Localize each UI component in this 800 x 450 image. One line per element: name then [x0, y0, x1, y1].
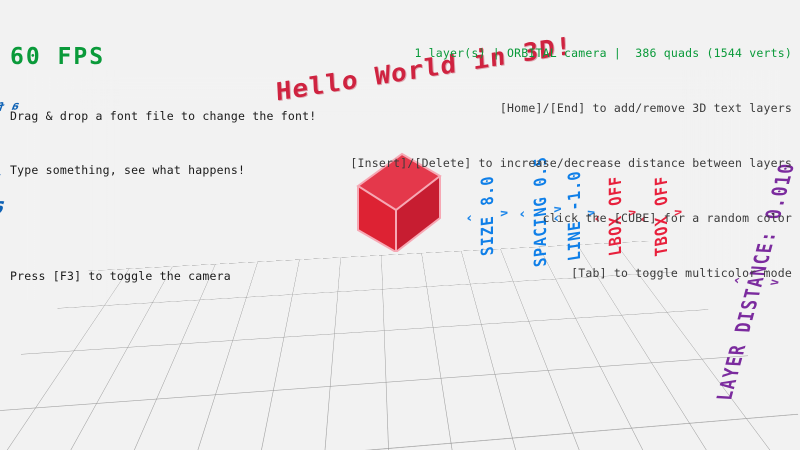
- hud-instruction-line: Type something, see what happens!: [10, 163, 246, 177]
- scene-stats: 1 layer(s) | ORBITAL camera | 386 quads …: [414, 46, 792, 60]
- cube-object[interactable]: [352, 148, 444, 252]
- hud-hint-line: [Tab] to toggle multicolor mode: [571, 266, 792, 280]
- hud-hint-line: [Insert]/[Delete] to increase/decrease d…: [350, 156, 792, 170]
- fps-counter: 60 FPS: [10, 44, 106, 70]
- hud-spacer: [10, 216, 316, 230]
- hud-instruction-line: Drag & drop a font file to change the fo…: [10, 109, 317, 123]
- hud-right-panel: 1 layer(s) | ORBITAL camera | 386 quads …: [350, 6, 792, 320]
- hud-left-panel: 60 FPS Drag & drop a font file to change…: [10, 6, 316, 322]
- hud-hint-line: [Home]/[End] to add/remove 3D text layer…: [499, 101, 792, 115]
- hud-camera-hint: Press [F3] to toggle the camera: [10, 269, 231, 283]
- hud-hint-line: click the [CUBE] for a random color: [542, 211, 792, 225]
